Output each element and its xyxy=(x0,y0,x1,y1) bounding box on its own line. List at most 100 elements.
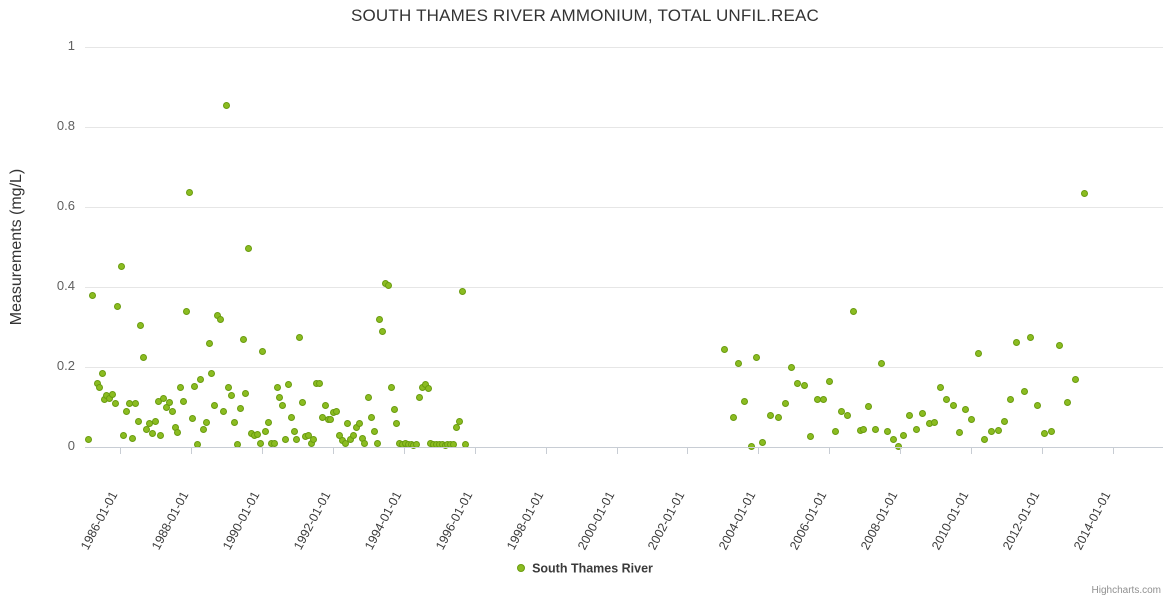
scatter-point[interactable] xyxy=(379,327,387,335)
scatter-point[interactable] xyxy=(185,188,193,196)
scatter-point[interactable] xyxy=(860,425,868,433)
scatter-point[interactable] xyxy=(117,262,125,270)
scatter-point[interactable] xyxy=(296,333,304,341)
scatter-point[interactable] xyxy=(735,360,743,368)
scatter-point[interactable] xyxy=(1080,190,1088,198)
scatter-point[interactable] xyxy=(182,307,190,315)
scatter-point[interactable] xyxy=(293,436,301,444)
scatter-point[interactable] xyxy=(180,397,187,405)
scatter-point[interactable] xyxy=(219,407,227,415)
scatter-point[interactable] xyxy=(721,345,729,353)
scatter-point[interactable] xyxy=(458,287,466,295)
scatter-point[interactable] xyxy=(134,417,142,425)
scatter-point[interactable] xyxy=(1020,387,1028,395)
scatter-point[interactable] xyxy=(390,406,398,414)
scatter-point[interactable] xyxy=(825,377,833,385)
scatter-point[interactable] xyxy=(344,419,352,427)
scatter-point[interactable] xyxy=(1013,338,1021,346)
scatter-point[interactable] xyxy=(956,428,964,436)
scatter-point[interactable] xyxy=(270,440,278,448)
scatter-point[interactable] xyxy=(995,426,1003,434)
scatter-point[interactable] xyxy=(216,316,224,324)
scatter-point[interactable] xyxy=(262,428,270,436)
scatter-point[interactable] xyxy=(151,418,159,426)
scatter-point[interactable] xyxy=(376,315,384,323)
scatter-point[interactable] xyxy=(850,307,858,315)
scatter-point[interactable] xyxy=(199,426,207,434)
scatter-point[interactable] xyxy=(865,402,873,410)
scatter-point[interactable] xyxy=(304,431,312,439)
chart-legend[interactable]: South Thames River xyxy=(0,561,1170,576)
scatter-point[interactable] xyxy=(943,395,951,403)
scatter-point[interactable] xyxy=(1063,398,1071,406)
scatter-point[interactable] xyxy=(228,392,236,400)
scatter-point[interactable] xyxy=(878,360,886,368)
scatter-point[interactable] xyxy=(276,393,284,401)
scatter-point[interactable] xyxy=(949,401,957,409)
scatter-point[interactable] xyxy=(177,384,185,392)
scatter-point[interactable] xyxy=(1056,341,1064,349)
scatter-point[interactable] xyxy=(931,418,939,426)
scatter-point[interactable] xyxy=(282,435,290,443)
scatter-point[interactable] xyxy=(350,432,358,440)
scatter-point[interactable] xyxy=(387,383,395,391)
scatter-point[interactable] xyxy=(327,416,335,424)
scatter-point[interactable] xyxy=(393,419,401,427)
scatter-point[interactable] xyxy=(747,442,755,450)
scatter-point[interactable] xyxy=(912,425,920,433)
scatter-point[interactable] xyxy=(197,375,205,383)
scatter-point[interactable] xyxy=(131,400,139,408)
scatter-point[interactable] xyxy=(154,398,162,406)
scatter-point[interactable] xyxy=(832,428,840,436)
scatter-point[interactable] xyxy=(807,432,815,440)
scatter-point[interactable] xyxy=(225,384,233,392)
scatter-point[interactable] xyxy=(174,428,182,436)
scatter-point[interactable] xyxy=(894,442,902,450)
scatter-point[interactable] xyxy=(321,401,329,409)
scatter-point[interactable] xyxy=(1034,401,1042,409)
scatter-point[interactable] xyxy=(871,425,879,433)
scatter-point[interactable] xyxy=(128,434,136,442)
scatter-point[interactable] xyxy=(148,430,156,438)
scatter-point[interactable] xyxy=(968,415,976,423)
scatter-point[interactable] xyxy=(730,413,737,421)
scatter-point[interactable] xyxy=(157,431,165,439)
scatter-point[interactable] xyxy=(906,412,914,420)
scatter-point[interactable] xyxy=(341,440,349,448)
scatter-point[interactable] xyxy=(85,435,93,443)
scatter-point[interactable] xyxy=(367,413,375,421)
scatter-point[interactable] xyxy=(884,428,892,436)
scatter-point[interactable] xyxy=(143,426,151,434)
scatter-point[interactable] xyxy=(361,440,369,448)
scatter-point[interactable] xyxy=(205,339,213,347)
scatter-point[interactable] xyxy=(918,409,926,417)
scatter-point[interactable] xyxy=(974,349,982,357)
scatter-point[interactable] xyxy=(222,101,230,109)
scatter-point[interactable] xyxy=(242,390,250,398)
scatter-point[interactable] xyxy=(937,384,945,392)
scatter-point[interactable] xyxy=(1071,375,1079,383)
scatter-point[interactable] xyxy=(962,405,970,413)
scatter-point[interactable] xyxy=(236,405,244,413)
scatter-point[interactable] xyxy=(165,398,173,406)
scatter-point[interactable] xyxy=(455,417,463,425)
scatter-point[interactable] xyxy=(160,394,168,402)
scatter-point[interactable] xyxy=(168,407,176,415)
scatter-point[interactable] xyxy=(140,353,148,361)
scatter-point[interactable] xyxy=(245,244,253,252)
scatter-point[interactable] xyxy=(452,423,460,431)
scatter-point[interactable] xyxy=(355,419,363,427)
scatter-point[interactable] xyxy=(231,418,239,426)
scatter-point[interactable] xyxy=(838,408,846,416)
scatter-point[interactable] xyxy=(111,399,119,407)
scatter-point[interactable] xyxy=(290,427,298,435)
scatter-point[interactable] xyxy=(782,399,790,407)
scatter-point[interactable] xyxy=(767,412,775,420)
scatter-point[interactable] xyxy=(373,439,381,447)
scatter-point[interactable] xyxy=(788,364,796,372)
scatter-point[interactable] xyxy=(202,418,210,426)
scatter-point[interactable] xyxy=(384,281,392,289)
scatter-point[interactable] xyxy=(416,393,424,401)
scatter-point[interactable] xyxy=(980,435,988,443)
scatter-point[interactable] xyxy=(256,439,264,447)
